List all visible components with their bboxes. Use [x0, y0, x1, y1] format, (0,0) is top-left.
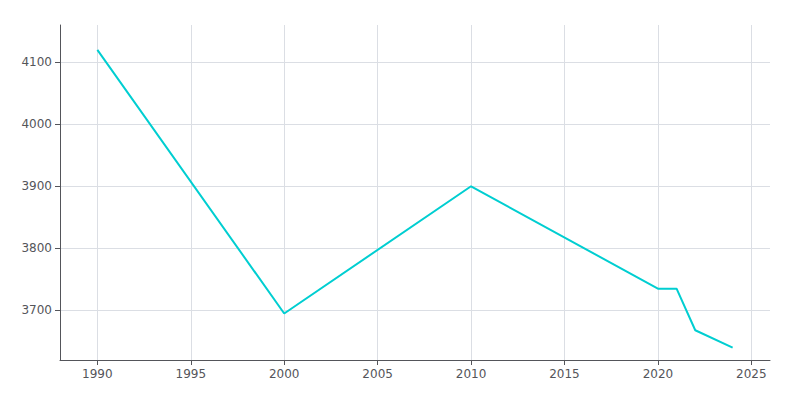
svg-text:2015: 2015 — [549, 367, 580, 381]
svg-text:2010: 2010 — [456, 367, 487, 381]
svg-text:1990: 1990 — [82, 367, 113, 381]
svg-text:3900: 3900 — [21, 179, 52, 193]
svg-text:3800: 3800 — [21, 241, 52, 255]
svg-text:4100: 4100 — [21, 55, 52, 69]
svg-text:4000: 4000 — [21, 117, 52, 131]
svg-text:1995: 1995 — [176, 367, 207, 381]
svg-text:2005: 2005 — [362, 367, 393, 381]
svg-text:2025: 2025 — [736, 367, 767, 381]
svg-text:3700: 3700 — [21, 303, 52, 317]
svg-text:2000: 2000 — [269, 367, 300, 381]
svg-text:2020: 2020 — [643, 367, 674, 381]
